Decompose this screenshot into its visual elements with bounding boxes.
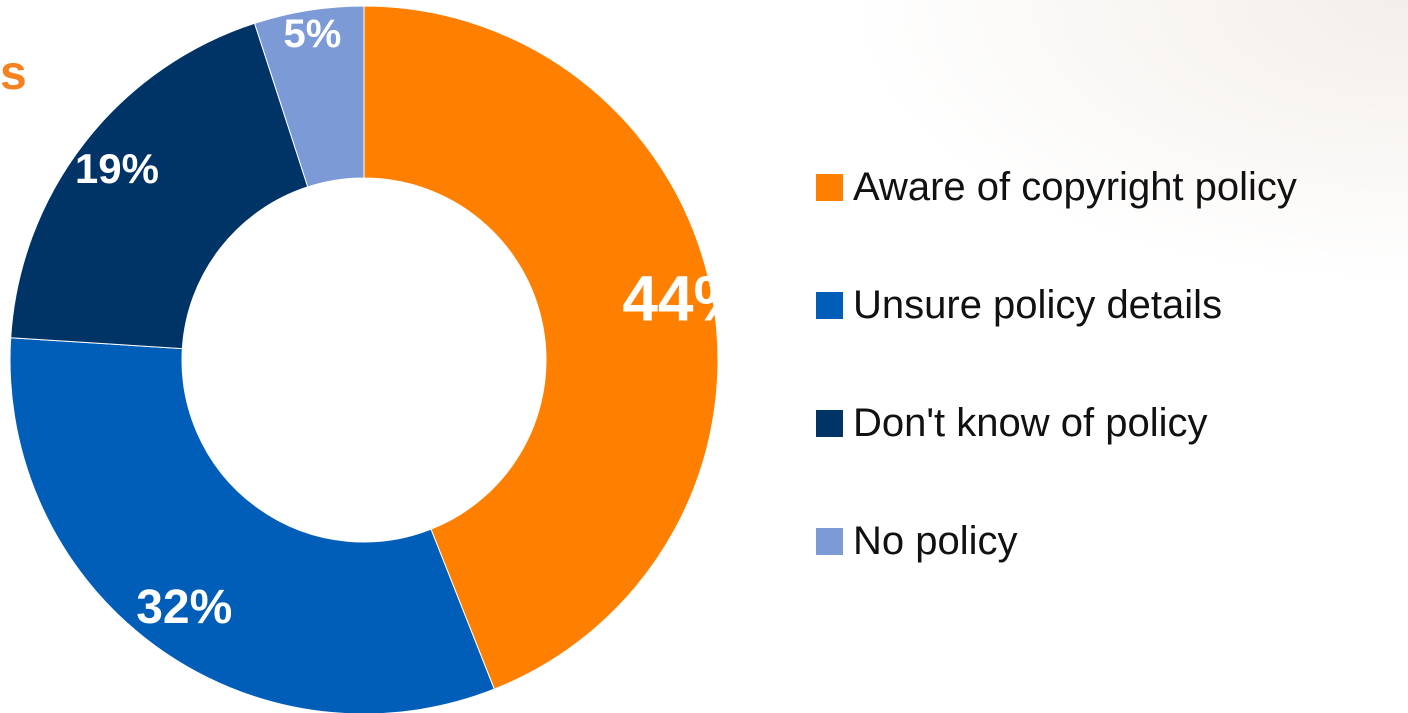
- legend-item-no-policy: No policy: [816, 512, 1297, 570]
- data-label-dont-know: 19%: [75, 145, 159, 192]
- legend-label-no-policy: No policy: [853, 518, 1018, 563]
- data-label-aware: 44%: [622, 263, 750, 335]
- legend-item-dont-know: Don't know of policy: [816, 394, 1297, 452]
- donut-slice-aware: [363, 5, 719, 690]
- legend-swatch-dont-know: [816, 409, 843, 437]
- legend-swatch-no-policy: [816, 527, 843, 555]
- slide-title-fragment: s: [0, 47, 27, 100]
- legend-swatch-aware: [816, 173, 843, 201]
- legend-label-unsure: Unsure policy details: [853, 282, 1223, 327]
- legend-item-aware: Aware of copyright policy: [816, 158, 1297, 216]
- legend-label-aware: Aware of copyright policy: [853, 164, 1297, 209]
- donut-slice-dont-know: [10, 22, 309, 350]
- data-label-no-policy: 5%: [283, 12, 341, 56]
- legend-swatch-unsure: [816, 291, 843, 319]
- donut-chart: 44% 32% 19% 5%: [9, 5, 750, 713]
- donut-slice-unsure: [9, 337, 495, 713]
- chart-legend: Aware of copyright policy Unsure policy …: [816, 158, 1297, 570]
- legend-item-unsure: Unsure policy details: [816, 276, 1297, 334]
- data-label-unsure: 32%: [136, 581, 232, 634]
- donut-slice-no-policy: [253, 5, 365, 188]
- legend-label-dont-know: Don't know of policy: [853, 400, 1208, 445]
